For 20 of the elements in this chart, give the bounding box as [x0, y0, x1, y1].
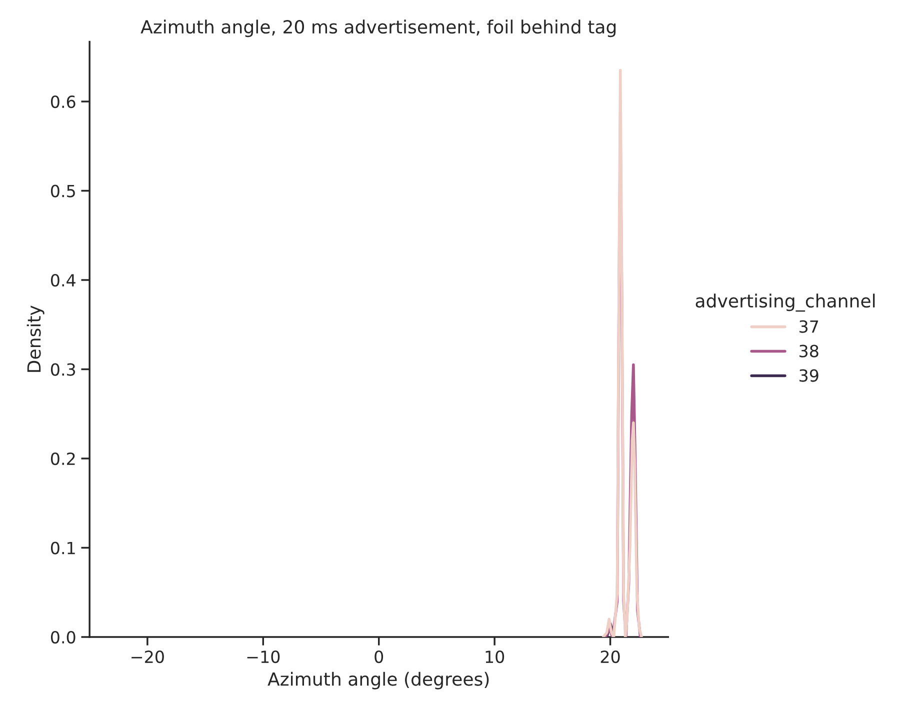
y-tick-label: 0.5 [50, 184, 75, 198]
y-tick-label: 0.4 [50, 274, 76, 287]
legend-label: 38 [800, 344, 818, 358]
legend-label: 39 [800, 369, 818, 382]
y-tick-label: 0.0 [50, 630, 76, 644]
line-series [602, 68, 643, 638]
y-tick-label: 0.6 [50, 95, 76, 108]
x-tick-label: 0 [374, 650, 384, 664]
x-tick-label: 10 [486, 650, 504, 664]
x-axis-title: Azimuth angle (degrees) [268, 672, 489, 690]
y-tick-label: 0.3 [50, 363, 76, 376]
legend-title: advertising_channel [696, 294, 875, 312]
x-tick-label: 20 [600, 650, 620, 664]
chart-title: Azimuth angle, 20 ms advertisement, foil behind tag [140, 20, 616, 38]
y-axis-title: Density [26, 306, 44, 372]
y-tick-label: 0.1 [50, 542, 75, 554]
legend-label: 37 [800, 320, 818, 333]
x-tick-label: −10 [247, 650, 280, 664]
y-tick-label: 0.2 [50, 452, 75, 466]
x-tick-label: −20 [132, 650, 164, 664]
